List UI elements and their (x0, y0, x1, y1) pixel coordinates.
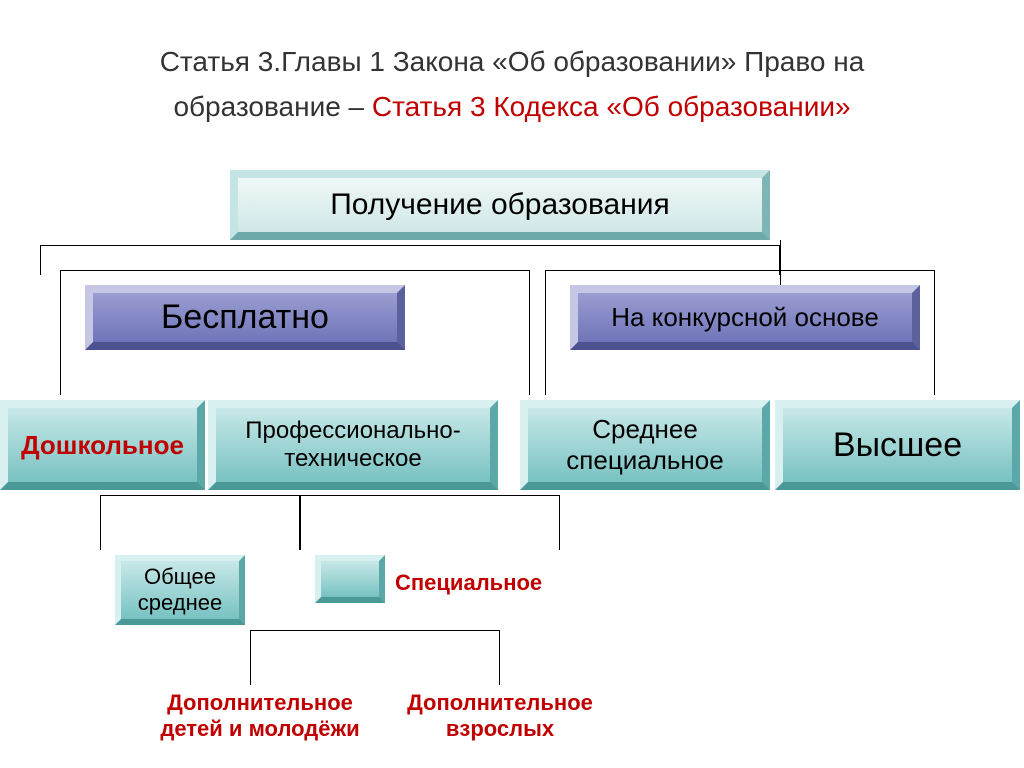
node-higher: Высшее (775, 400, 1020, 490)
node-competitive: На конкурсной основе (570, 285, 920, 350)
connector (250, 630, 500, 685)
connector (100, 495, 300, 550)
label-special: Специальное (395, 570, 542, 596)
node-special_decor (315, 555, 385, 603)
node-general: Общее среднее (115, 555, 245, 625)
slide-title: Статья 3.Главы 1 Закона «Об образовании»… (0, 0, 1024, 130)
connector (780, 240, 781, 285)
node-proftech: Профессионально-техническое (208, 400, 498, 490)
title-line1: Статья 3.Главы 1 Закона «Об образовании»… (160, 46, 865, 77)
node-root: Получение образования (230, 170, 770, 240)
label-addl_children: Дополнительное детей и молодёжи (140, 690, 380, 742)
node-free: Бесплатно (85, 285, 405, 350)
node-preschool: Дошкольное (0, 400, 205, 490)
title-line2-red: Статья 3 Кодекса «Об образовании» (372, 91, 851, 122)
title-line2-black: образование – (173, 91, 371, 122)
node-midspec: Среднее специальное (520, 400, 770, 490)
connector (300, 495, 560, 550)
label-addl_adults: Дополнительное взрослых (390, 690, 610, 742)
